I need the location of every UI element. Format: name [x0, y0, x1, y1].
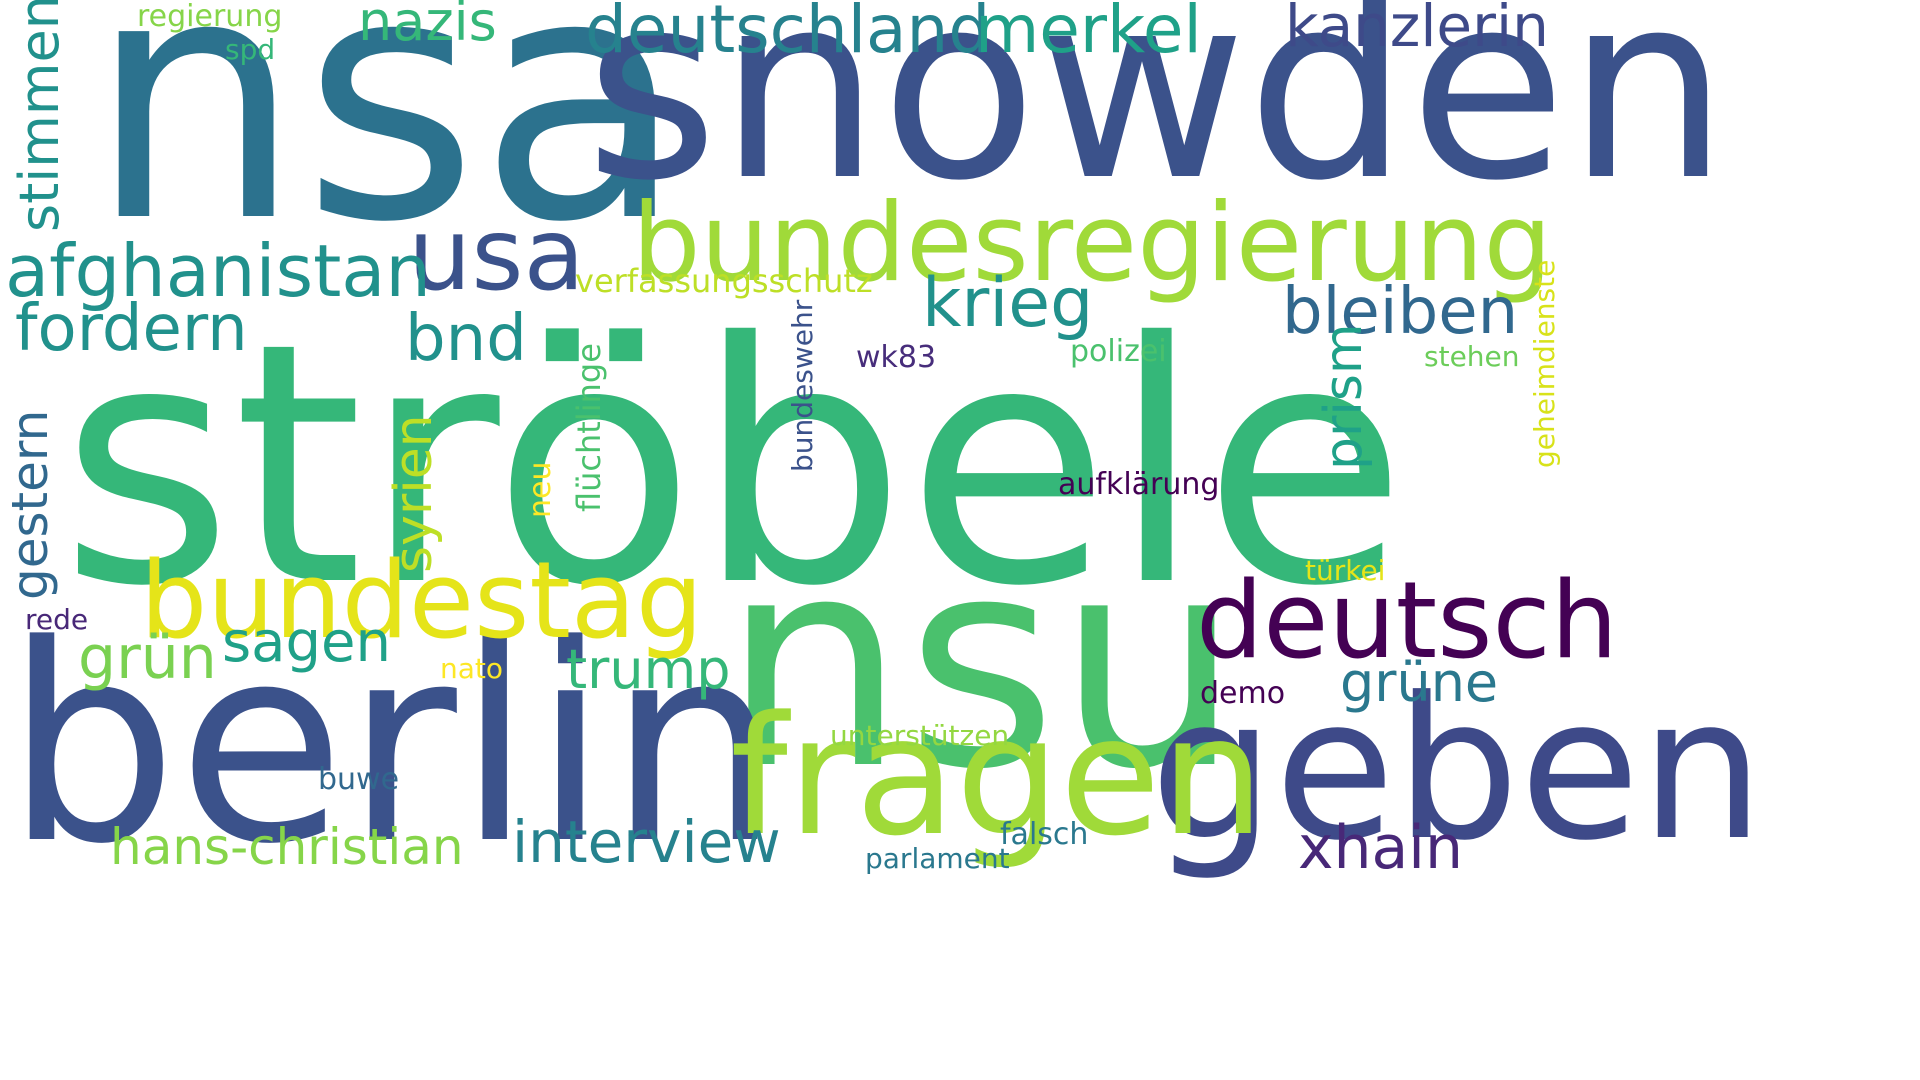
- word-berlin: berlin: [5, 588, 781, 904]
- word-nazis: nazis: [358, 0, 497, 53]
- word-unterstuetzen: unterstützen: [830, 719, 1010, 752]
- word-tuerkei: türkei: [1305, 554, 1386, 587]
- word-geben: geben: [1150, 656, 1765, 884]
- word-stroebele: ströbele: [60, 273, 1407, 659]
- word-fordern: fordern: [15, 292, 248, 366]
- word-nsa: nsa: [88, 0, 686, 296]
- word-usa: usa: [408, 196, 585, 313]
- word-afghanistan: afghanistan: [5, 229, 432, 313]
- word-stimmen: stimmen: [8, 0, 71, 232]
- word-krieg: krieg: [922, 264, 1094, 343]
- word-sagen: sagen: [222, 610, 391, 675]
- word-demo: demo: [1200, 676, 1286, 711]
- word-regierung: regierung: [137, 0, 283, 34]
- word-trump: trump: [566, 638, 731, 701]
- word-merkel: merkel: [975, 0, 1202, 68]
- word-neu: neu: [523, 461, 558, 518]
- word-rede: rede: [25, 603, 89, 636]
- word-gruene: grüne: [1340, 651, 1499, 714]
- word-fluechtlinge: flüchtlinge: [570, 343, 608, 512]
- word-verfassungsschutz: verfassungsschutz: [575, 262, 873, 300]
- word-nsu: nsu: [722, 496, 1241, 833]
- word-stehen: stehen: [1424, 340, 1520, 373]
- word-gestern: gestern: [1, 409, 59, 600]
- word-interview: interview: [512, 808, 781, 876]
- word-fragen: fragen: [730, 681, 1265, 872]
- word-bundestag: bundestag: [140, 539, 704, 662]
- word-gruen: grün: [78, 623, 217, 693]
- word-geheimdienste: geheimdienste: [1528, 259, 1561, 468]
- word-syrien: syrien: [384, 414, 444, 573]
- word-bleiben: bleiben: [1282, 275, 1519, 349]
- word-falsch: falsch: [1000, 817, 1089, 852]
- word-nato: nato: [440, 652, 504, 685]
- word-xhain: xhain: [1298, 813, 1463, 883]
- word-kanzlerin: kanzlerin: [1285, 0, 1549, 60]
- word-buwe: buwe: [318, 762, 400, 797]
- word-deutsch: deutsch: [1196, 559, 1618, 682]
- word-bundesregierung: bundesregierung: [632, 181, 1553, 306]
- word-parlament: parlament: [865, 842, 1010, 875]
- word-wk83: wk83: [856, 340, 937, 375]
- word-bnd: bnd: [405, 302, 527, 376]
- word-hans-christian: hans-christian: [110, 818, 464, 876]
- word-deutschland: deutschland: [585, 0, 991, 68]
- word-polizei: polizei: [1070, 334, 1167, 369]
- word-snowden: snowden: [585, 0, 1729, 237]
- word-aufklaerung: aufklärung: [1058, 467, 1220, 502]
- word-spd: spd: [225, 33, 276, 66]
- word-prism: prism: [1314, 323, 1374, 470]
- word-bundeswehr: bundeswehr: [786, 299, 819, 472]
